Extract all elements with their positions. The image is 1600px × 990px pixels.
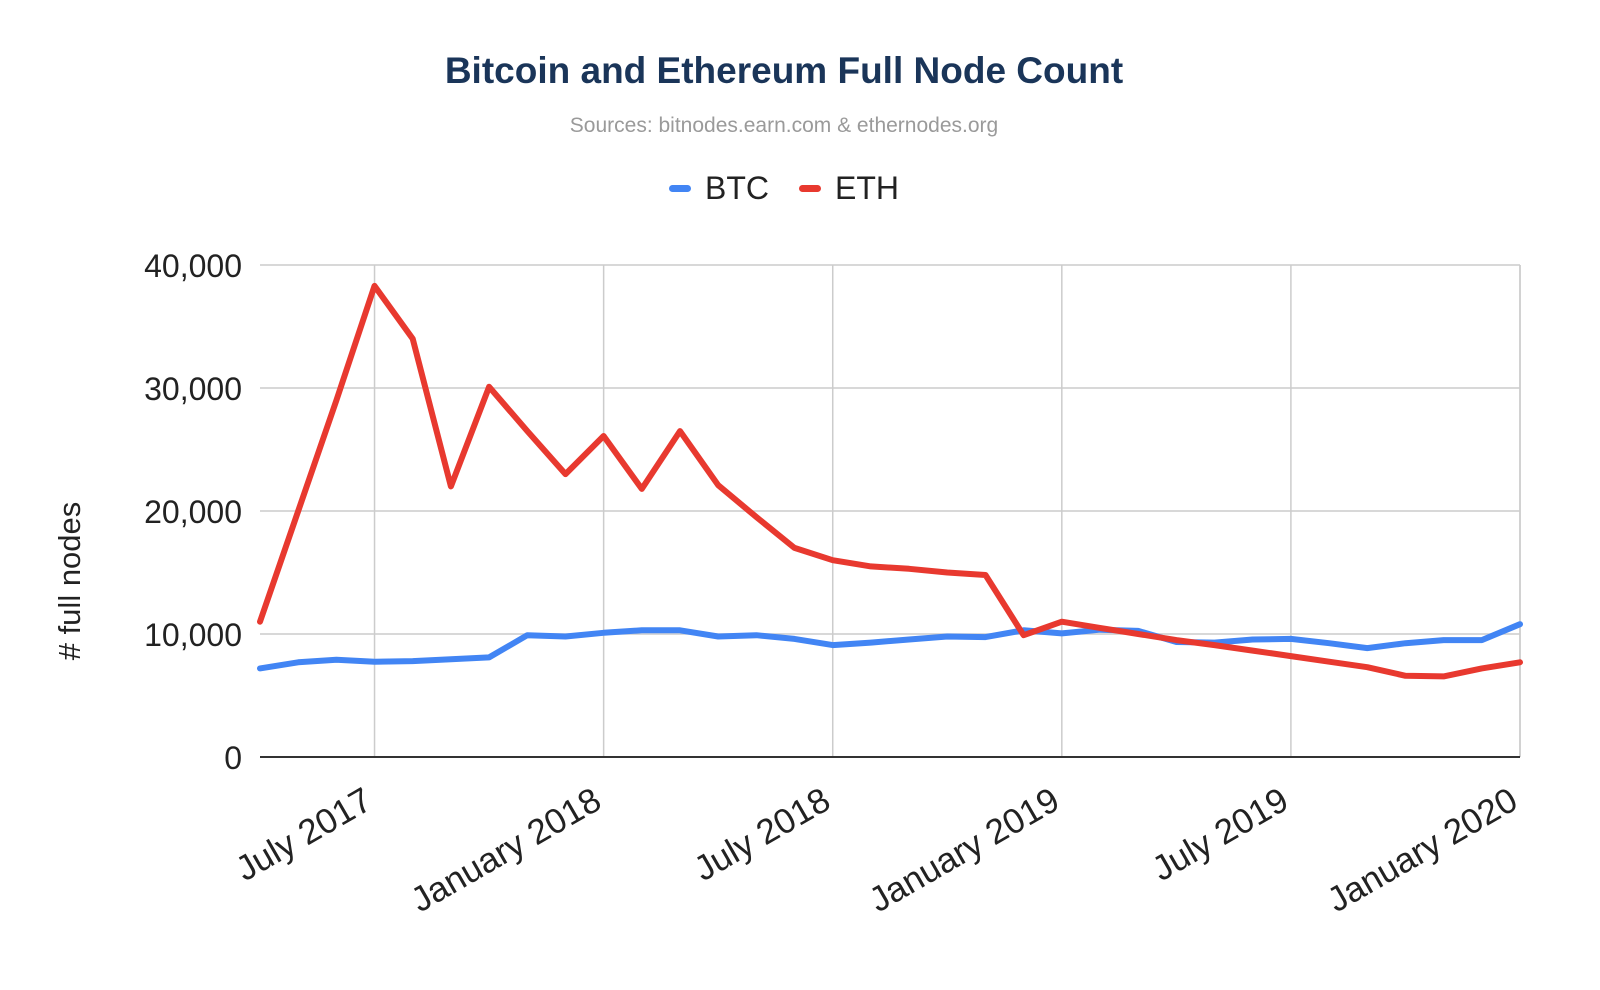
legend-swatch-eth bbox=[799, 185, 821, 192]
x-tick-label: January 2018 bbox=[404, 780, 607, 920]
x-tick-label: January 2019 bbox=[863, 780, 1066, 920]
x-tick-label: July 2018 bbox=[687, 780, 836, 889]
legend-label-eth: ETH bbox=[835, 170, 899, 206]
chart-legend: BTC ETH bbox=[0, 170, 1568, 207]
chart-subtitle: Sources: bitnodes.earn.com & ethernodes.… bbox=[569, 114, 999, 137]
grid-layer bbox=[260, 264, 1521, 757]
chart-title: Bitcoin and Ethereum Full Node Count bbox=[444, 50, 1124, 91]
series-line-eth[interactable] bbox=[257, 282, 1523, 680]
series-layer bbox=[257, 282, 1523, 680]
x-tick-label: July 2019 bbox=[1146, 780, 1295, 889]
legend-label-btc: BTC bbox=[705, 170, 769, 206]
y-tick-label: 40,000 bbox=[144, 248, 242, 284]
legend-item-btc[interactable]: BTC bbox=[669, 170, 769, 207]
y-tick-label: 20,000 bbox=[144, 494, 242, 530]
legend-item-eth[interactable]: ETH bbox=[799, 170, 899, 207]
x-tick-label: July 2017 bbox=[229, 780, 378, 889]
legend-swatch-btc bbox=[669, 185, 691, 192]
y-axis-title: # full nodes bbox=[52, 502, 87, 661]
y-tick-label: 10,000 bbox=[144, 617, 242, 653]
x-tick-label: January 2020 bbox=[1321, 780, 1524, 920]
y-tick-label: 30,000 bbox=[144, 371, 242, 407]
y-tick-label: 0 bbox=[224, 740, 242, 776]
series-line-btc[interactable] bbox=[257, 621, 1523, 672]
